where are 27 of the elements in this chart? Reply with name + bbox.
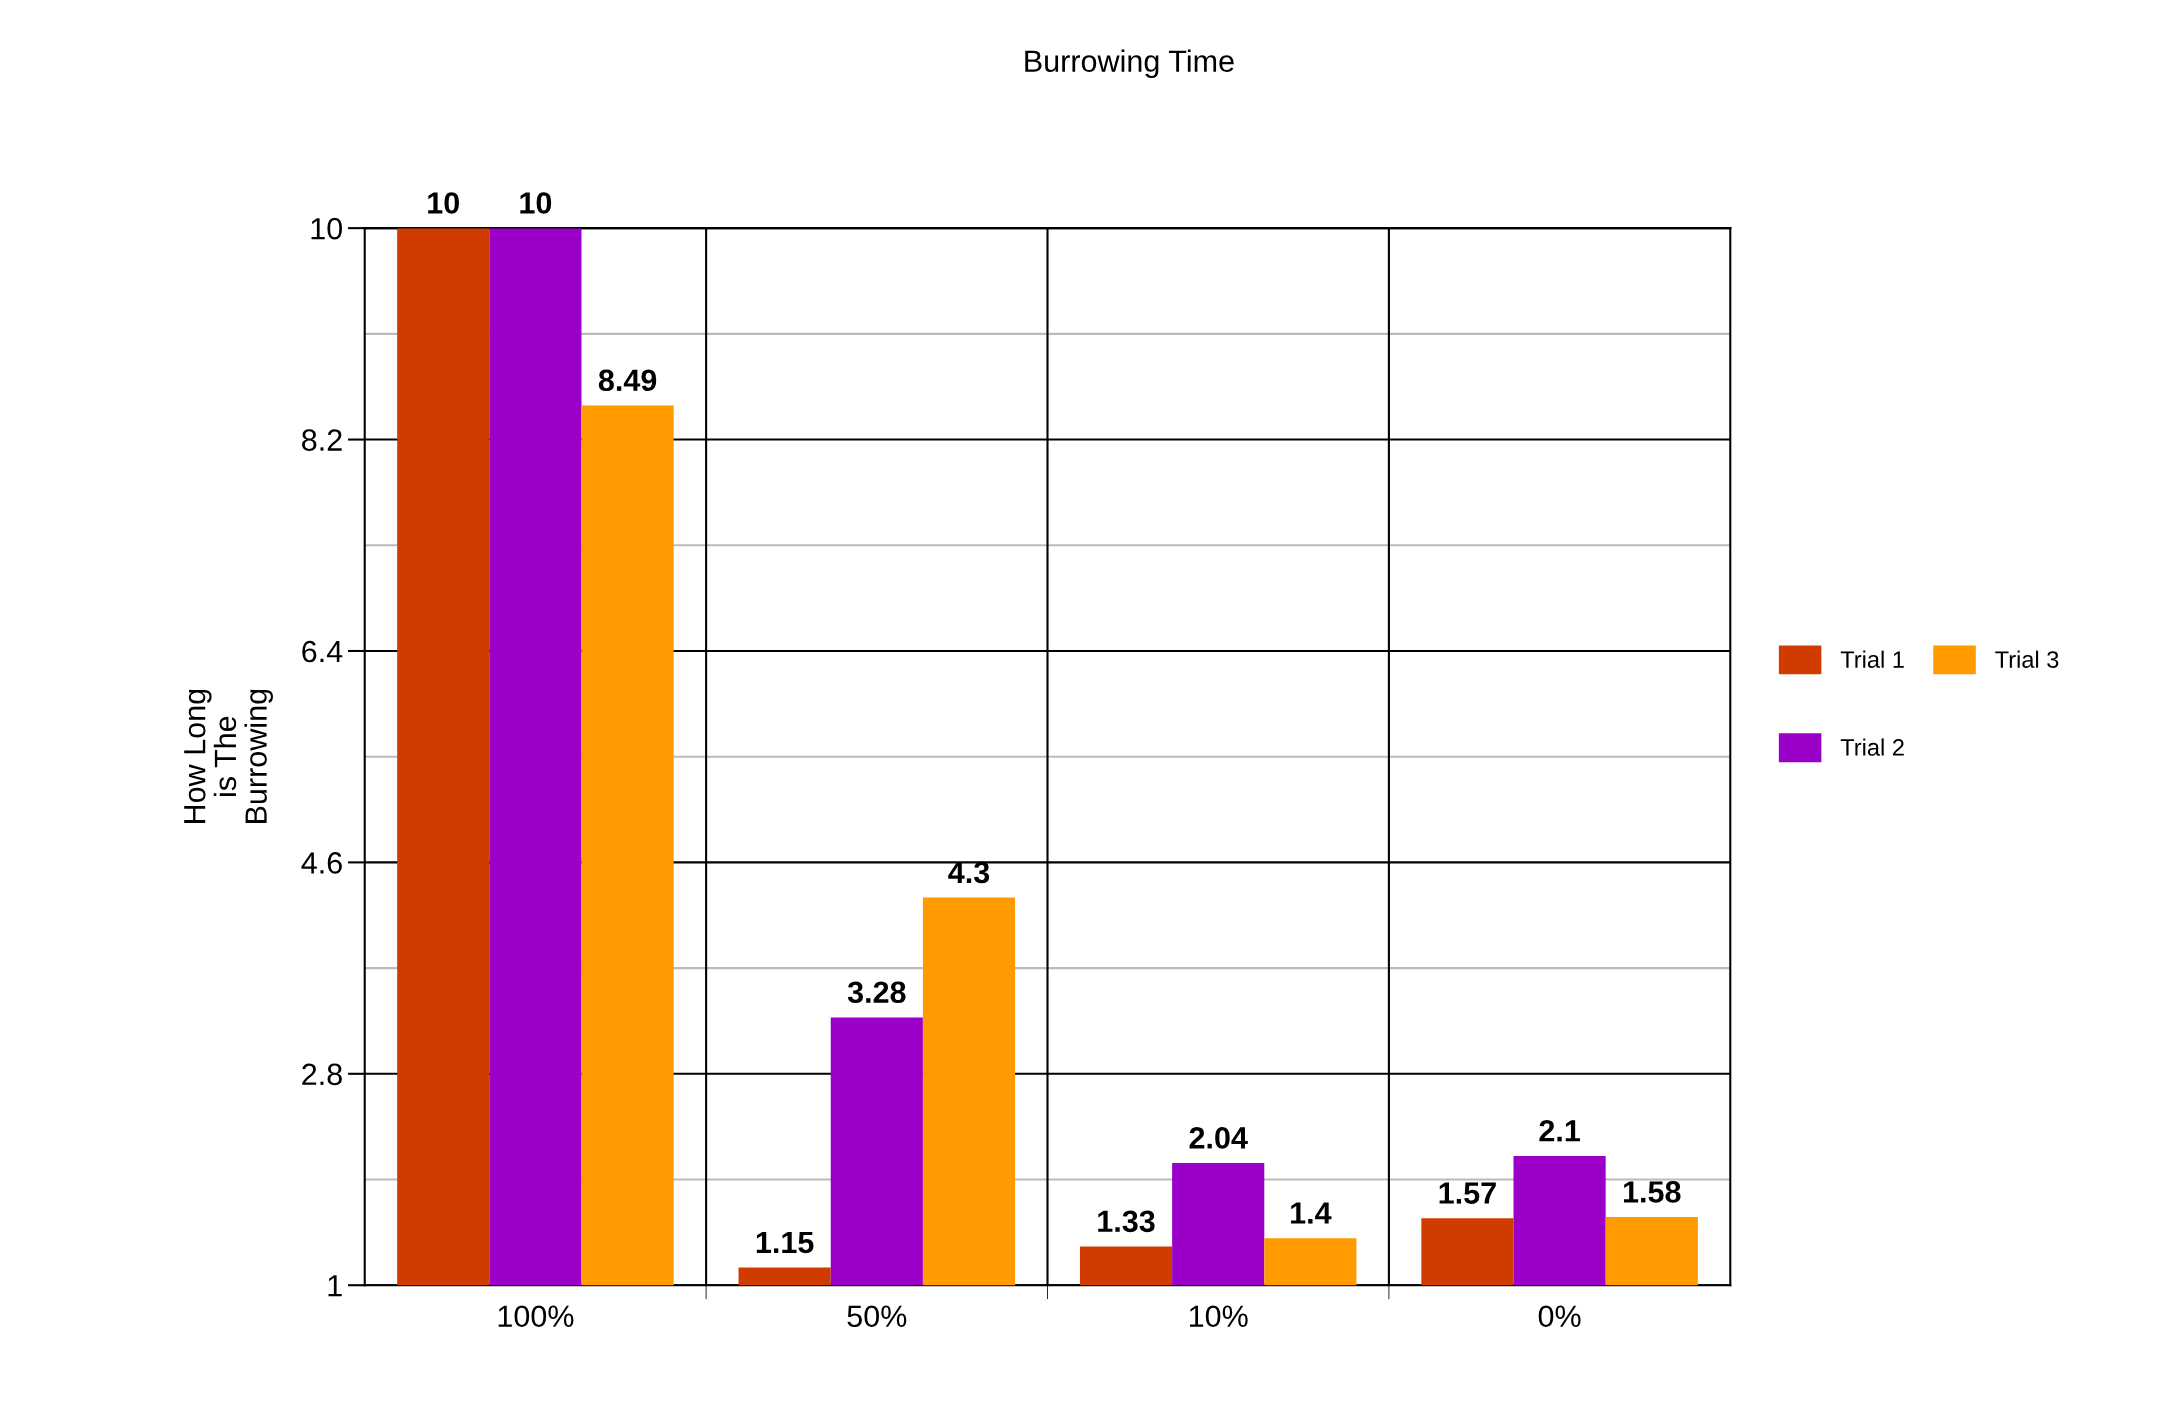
data-label: 10 [520, 192, 552, 214]
y-axis-title: How Long is The Burrowing [184, 689, 273, 823]
legend-label: Trial 3 [1995, 650, 2059, 668]
x-tick-label: 10% [1189, 1305, 1248, 1328]
x-tick-label: 0% [1538, 1305, 1581, 1328]
data-label: 3.28 [847, 981, 906, 1004]
data-label: 10 [428, 192, 459, 214]
legend-label: Trial 1 [1840, 650, 1904, 668]
data-label: 1.57 [1439, 1182, 1496, 1204]
legend-label: Trial 2 [1840, 738, 1904, 756]
data-label: 4.3 [948, 861, 990, 884]
y-tick-label: 4.6 [301, 852, 342, 874]
data-label: 2.04 [1189, 1127, 1248, 1149]
data-label: 8.49 [598, 369, 657, 392]
data-label: 1.4 [1291, 1202, 1332, 1224]
y-tick-label: 10 [311, 217, 343, 240]
data-label: 2.1 [1539, 1120, 1580, 1142]
y-tick-label: 6.4 [302, 640, 343, 663]
x-tick-label: 100% [498, 1305, 574, 1328]
data-label: 1.15 [756, 1231, 814, 1254]
y-tick-label: 8.2 [302, 429, 342, 451]
y-tick-label: 1 [328, 1275, 342, 1297]
data-label: 1.58 [1623, 1181, 1681, 1203]
data-label: 1.33 [1098, 1210, 1155, 1233]
x-tick-label: 50% [847, 1305, 907, 1328]
y-tick-label: 2.8 [302, 1063, 342, 1086]
chart-title: Burrowing Time [1025, 49, 1234, 79]
